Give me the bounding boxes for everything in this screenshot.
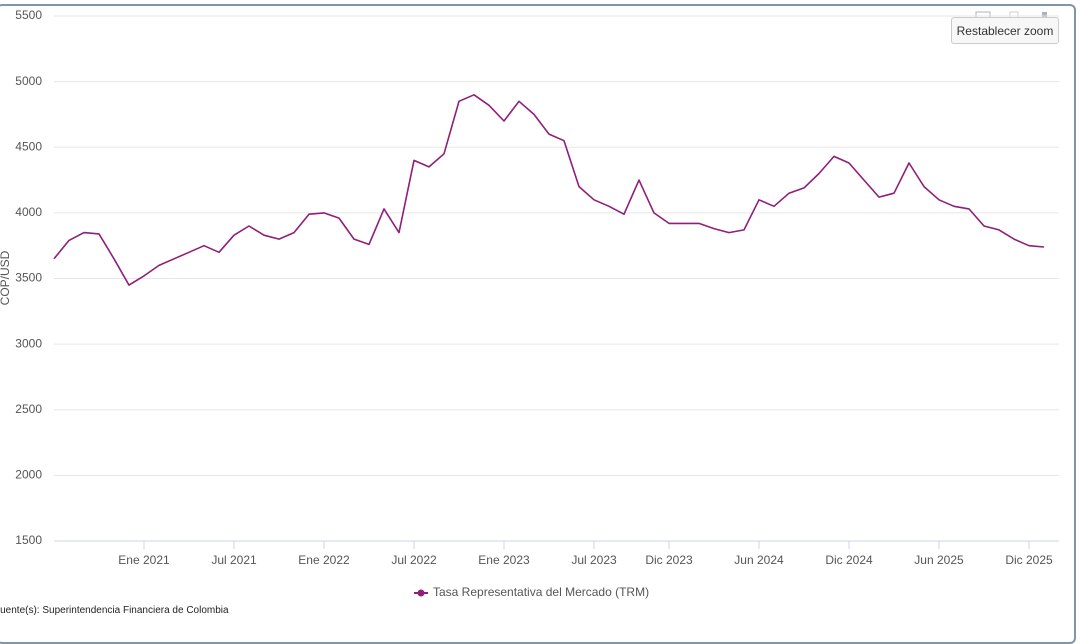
x-tick-label: Ene 2022 [298,553,350,567]
y-tick-label: 3000 [15,336,42,350]
x-tick-label: Jul 2023 [571,553,617,567]
data-line [53,94,1045,286]
x-tick-label: Dic 2025 [1005,553,1053,567]
legend-marker [417,589,425,597]
y-tick-label: 5500 [15,8,42,22]
y-tick-label: 4500 [15,139,42,153]
y-tick-label: 3500 [15,271,42,285]
y-tick-label: 5000 [15,74,42,88]
x-tick-label: Jul 2022 [391,553,437,567]
source-note: Fuente(s): Superintendencia Financiera d… [0,605,229,616]
y-tick-label: 2500 [15,402,42,416]
legend-label: Tasa Representativa del Mercado (TRM) [433,585,649,599]
y-tick-label: 1500 [15,533,42,547]
x-tick-label: Ene 2021 [118,553,170,567]
y-axis-label: COP/USD [0,250,12,305]
x-tick-label: Dic 2024 [825,553,873,567]
y-tick-label: 2000 [15,468,42,482]
x-tick-label: Jun 2025 [914,553,964,567]
x-tick-label: Ene 2023 [478,553,530,567]
x-tick-label: Jun 2024 [734,553,784,567]
x-tick-label: Jul 2021 [211,553,257,567]
x-tick-label: Dic 2023 [645,553,693,567]
y-tick-label: 4000 [15,205,42,219]
reset-zoom-button[interactable]: Restablecer zoom [951,17,1059,44]
